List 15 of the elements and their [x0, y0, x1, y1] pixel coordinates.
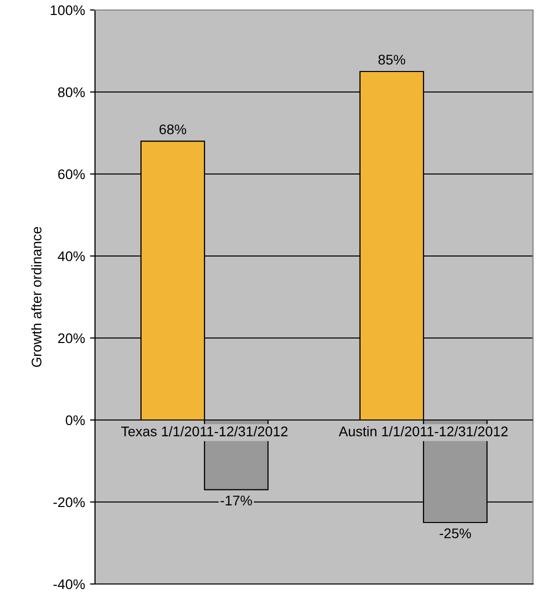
y-tick-label: -40%: [53, 579, 85, 590]
data-label: -17%: [220, 496, 252, 506]
x-tick-label: Texas 1/1/2011-12/31/2012: [121, 426, 288, 436]
y-tick-label: 20%: [58, 333, 85, 344]
x-tick-label: Austin 1/1/2011-12/31/2012: [338, 426, 508, 436]
y-tick-label: 80%: [58, 87, 85, 98]
data-label: -25%: [440, 528, 471, 538]
y-tick-label: 40%: [58, 251, 85, 262]
y-tick-label: -20%: [53, 497, 85, 508]
y-tick-label: 100%: [50, 5, 85, 16]
data-label: 68%: [160, 124, 186, 134]
y-axis-title: Growth after ordinance: [31, 226, 42, 367]
data-label: 85%: [378, 54, 406, 65]
y-tick-label: 60%: [58, 169, 85, 180]
y-tick-label: 0%: [66, 415, 85, 426]
